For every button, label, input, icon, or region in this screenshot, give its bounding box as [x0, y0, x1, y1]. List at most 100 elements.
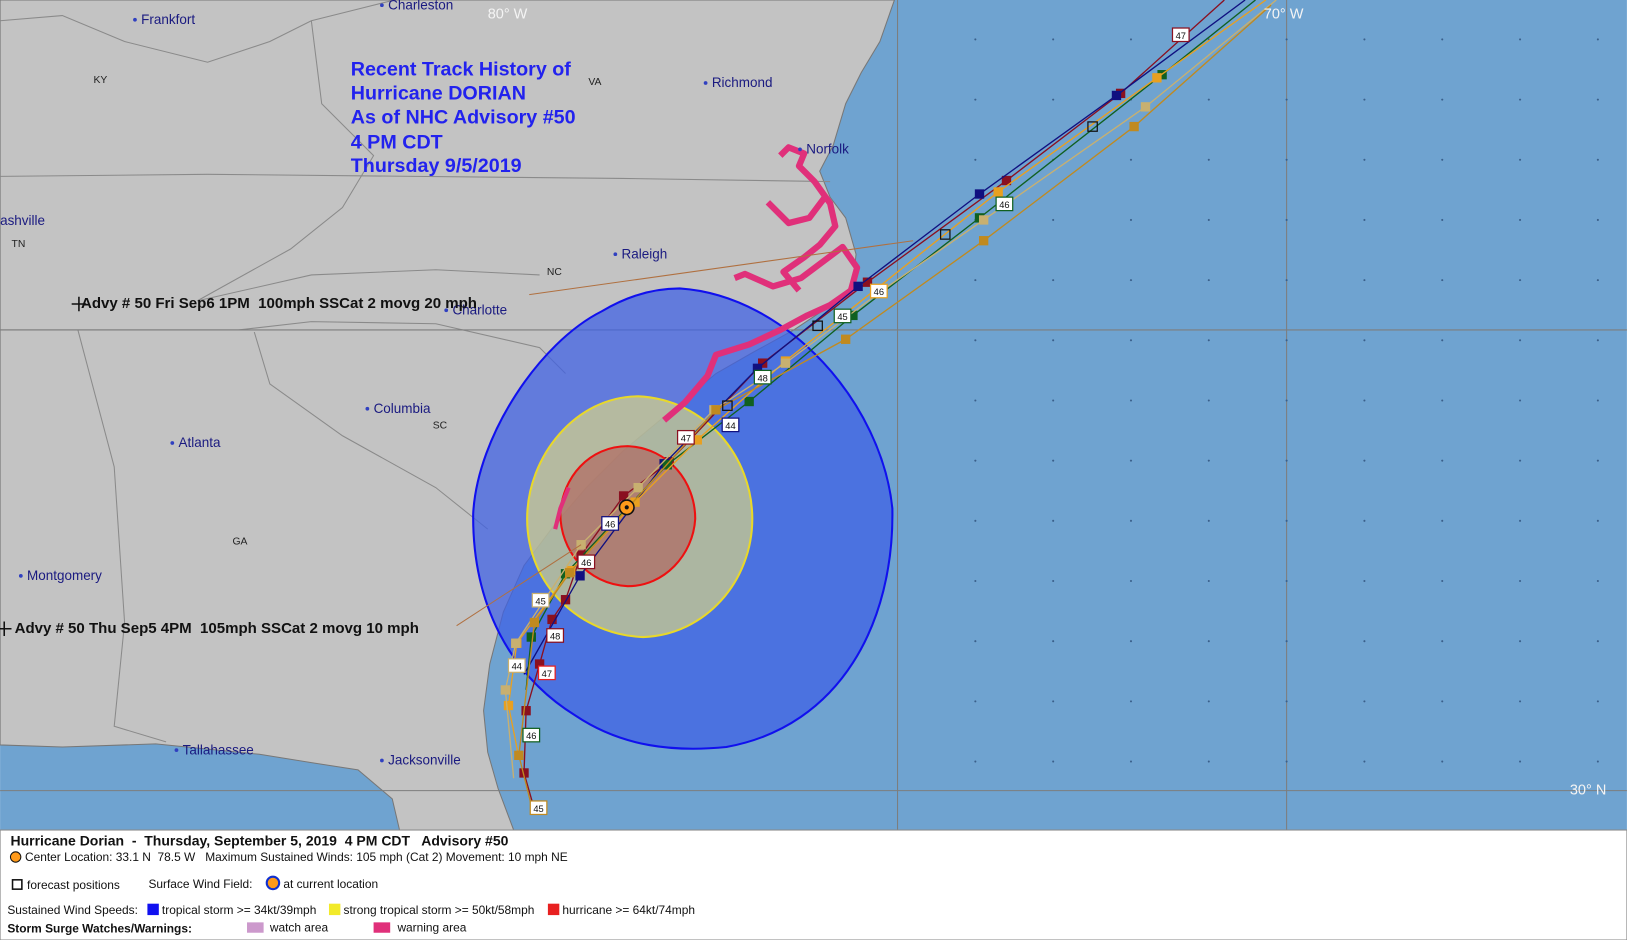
legend-swatch — [547, 903, 560, 916]
legend-swatch — [328, 903, 341, 916]
track-position — [560, 595, 571, 605]
grid-dot — [974, 459, 977, 462]
track-position — [519, 768, 529, 778]
track-position — [1111, 90, 1122, 101]
grid-dot — [1052, 519, 1055, 522]
track-label-box — [753, 369, 772, 385]
grid-dot — [1285, 279, 1288, 282]
grid-dot — [1596, 158, 1599, 161]
grid-dot — [1363, 700, 1366, 703]
track-label: 47 — [681, 433, 691, 443]
grid-dot — [1285, 339, 1288, 342]
track-position — [978, 236, 989, 246]
grid-dot — [974, 38, 977, 41]
grid-dot — [974, 760, 977, 763]
track-label-box — [537, 665, 556, 681]
state-label: NC — [547, 267, 562, 278]
grid-dot — [1207, 158, 1210, 161]
grid-dot — [1441, 640, 1444, 643]
grid-dot — [1363, 218, 1366, 221]
place-label: Norfolk — [806, 142, 849, 157]
grid-dot — [1519, 339, 1522, 342]
place-label: ashville — [0, 213, 45, 228]
legend-text: watch area — [269, 921, 329, 935]
track-label-box — [601, 516, 620, 531]
track-position — [978, 215, 989, 225]
track-label: 45 — [535, 596, 545, 606]
grid-dot — [1363, 399, 1366, 402]
grid-dot — [1596, 38, 1599, 41]
track-position — [529, 617, 540, 628]
grid-dot — [1363, 579, 1366, 583]
track-position — [521, 706, 531, 716]
grid-dot — [1596, 279, 1599, 282]
grid-dot — [1519, 399, 1522, 402]
track-label: 44 — [725, 421, 735, 431]
place-label: Raleigh — [622, 246, 668, 261]
grid-dot — [1129, 579, 1133, 583]
annotation-leaders — [456, 240, 914, 627]
track-label-box — [531, 592, 550, 608]
grid-dot — [1519, 98, 1522, 101]
grid-dot — [1596, 459, 1599, 462]
grid-dot — [1207, 519, 1210, 522]
track-position — [853, 281, 863, 292]
track-label: 45 — [533, 804, 543, 814]
title-line: Hurricane DORIAN — [351, 83, 526, 105]
grid-dot — [974, 399, 977, 402]
grid-dot — [1363, 158, 1366, 161]
hurricane-wind-field — [559, 445, 697, 588]
track-label: 46 — [999, 200, 1009, 210]
track-label: 48 — [550, 632, 560, 642]
grid-dot — [1285, 399, 1288, 402]
place-label: Charleston — [388, 0, 453, 12]
center-dot — [624, 505, 629, 510]
grid-dot — [1052, 339, 1055, 342]
grid-dot — [1207, 579, 1210, 583]
grid-dot — [974, 640, 977, 643]
grid-dot — [1207, 700, 1210, 703]
track-label: 46 — [605, 520, 615, 530]
track-label-box — [507, 658, 526, 673]
legend-text: strong tropical storm >= 50kt/58mph — [344, 903, 535, 917]
state-label: VA — [588, 77, 601, 88]
grid-dot — [1441, 459, 1444, 462]
forecast-position — [722, 400, 733, 411]
track-position — [744, 396, 754, 407]
place-dot — [703, 81, 708, 85]
grid-dot — [1441, 218, 1444, 221]
state-label: TN — [11, 239, 25, 250]
grid-dot — [1129, 339, 1133, 342]
storm-surge-warning — [553, 486, 571, 530]
track-label: 46 — [581, 558, 591, 568]
grid-dot — [974, 519, 977, 522]
grid-dot — [1285, 218, 1288, 221]
track-label-box — [577, 554, 596, 570]
track-position — [840, 334, 851, 344]
grid-dot — [1596, 640, 1599, 643]
advisory-annotation: Advy # 50 Thu Sep5 4PM 105mph SSCat 2 mo… — [15, 620, 419, 637]
grid-dot — [1129, 459, 1133, 462]
grid-dot — [1596, 579, 1599, 583]
grid-dot — [1441, 579, 1444, 583]
grid-dot — [974, 579, 977, 583]
place-dot — [380, 758, 384, 763]
place-dot — [170, 441, 175, 445]
place-dot — [365, 406, 370, 411]
legend-text: forecast positions — [27, 878, 120, 892]
grid-dot — [1519, 279, 1522, 282]
track-position — [780, 358, 791, 368]
place-dot — [174, 748, 179, 752]
grid-dot — [1052, 579, 1055, 583]
legend-icon — [11, 879, 23, 890]
legend-icon — [9, 851, 22, 863]
grid-dot — [1441, 519, 1444, 522]
legend-icon — [265, 875, 281, 891]
track-position — [575, 571, 585, 581]
grid-dot — [1596, 399, 1599, 402]
legend-text: Sustained Wind Speeds: — [7, 903, 138, 917]
grid-dot — [1052, 279, 1055, 282]
grid-dot — [1052, 760, 1055, 763]
track-position — [618, 491, 629, 501]
